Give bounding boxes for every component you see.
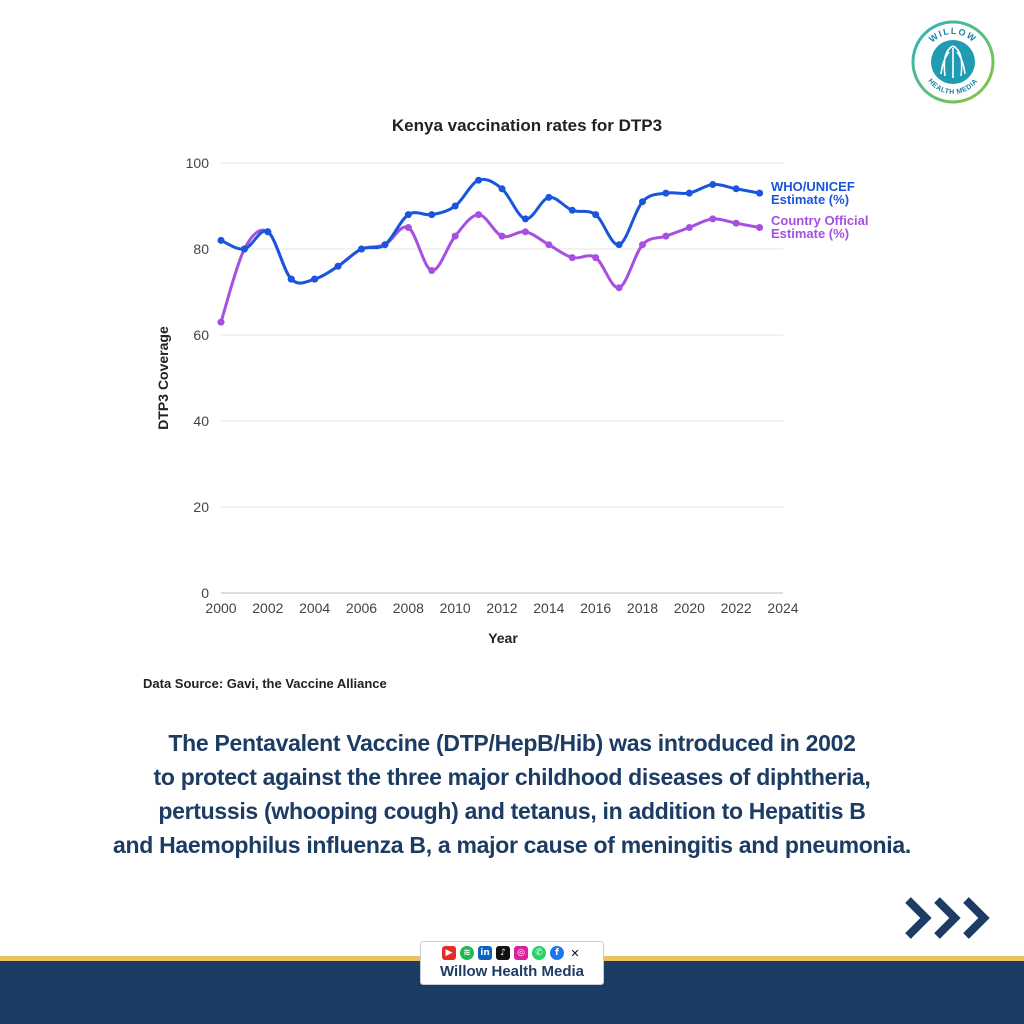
caption-line: pertussis (whooping cough) and tetanus, … [158,798,866,824]
brand-name: Willow Health Media [439,963,585,980]
y-tick-label: 0 [201,585,209,601]
series-layer [217,176,764,326]
x-tick-label: 2012 [486,600,517,616]
x-tick-label: 2004 [299,600,330,616]
data-point [568,206,576,214]
social-icons: ▶ ≋ in ♪ ◎ ✆ f ✕ [421,946,603,960]
data-point [217,318,225,326]
data-point [451,202,459,210]
instagram-icon[interactable]: ◎ [514,946,528,960]
x-tick-label: 2020 [674,600,705,616]
caption: The Pentavalent Vaccine (DTP/HepB/Hib) w… [40,726,984,862]
data-point [756,224,764,231]
data-point [732,219,740,227]
data-point [568,254,576,262]
data-point [475,176,483,184]
data-point [615,284,623,292]
data-point [498,232,506,240]
x-tick-label: 2006 [346,600,377,616]
data-point [662,189,670,197]
chart-title: Kenya vaccination rates for DTP3 [392,116,662,135]
gridlines [221,162,783,594]
x-tick-label: 2024 [767,600,798,616]
data-point [334,262,342,270]
x-tick-label: 2014 [533,600,564,616]
next-slide-arrows-icon[interactable] [904,896,992,940]
data-point [639,198,646,206]
legend-label: Estimate (%) [771,192,849,207]
data-point [662,232,670,240]
data-point [311,275,319,283]
spotify-icon[interactable]: ≋ [460,946,474,960]
data-point [217,236,225,244]
brand-card: ▶ ≋ in ♪ ◎ ✆ f ✕ Willow Health Media [420,941,604,985]
facebook-icon[interactable]: f [550,946,564,960]
x-tick-label: 2008 [393,600,424,616]
data-point [358,245,365,253]
caption-line: to protect against the three major child… [153,764,871,790]
data-point [521,215,529,223]
tiktok-icon[interactable]: ♪ [496,946,510,960]
data-point [639,241,646,249]
data-point [451,232,459,240]
whatsapp-icon[interactable]: ✆ [532,946,546,960]
x-axis-ticks: 2000 2002 2004 2006 2008 2010 2012 2014 2016 2018… [205,600,798,616]
data-point [404,224,412,231]
legend-label: WHO/UNICEF [771,179,855,194]
data-point [709,215,717,223]
data-point [545,241,553,249]
data-point [381,241,389,249]
data-point [428,211,436,219]
y-tick-label: 100 [186,155,210,171]
caption-line: and Haemophilus influenza B, a major cau… [113,832,911,858]
x-tick-label: 2016 [580,600,611,616]
data-point [521,228,529,236]
dtp3-line-chart: Kenya vaccination rates for DTP3 0 20 40 60… [155,116,869,646]
youtube-icon[interactable]: ▶ [442,946,456,960]
data-point [685,224,693,231]
data-point [685,189,693,197]
data-point [545,193,553,201]
data-point [615,241,623,249]
data-point [498,185,506,193]
x-icon[interactable]: ✕ [568,946,582,960]
data-point [756,189,764,197]
legend-label: Country Official [771,213,869,228]
legend-label: Estimate (%) [771,226,849,241]
data-point [592,254,600,262]
data-point [264,228,272,236]
willow-health-media-logo: WILLOW HEALTH MEDIA [911,20,995,104]
y-axis-ticks: 0 20 40 60 80 100 [186,155,210,601]
data-point [732,185,740,193]
data-point [428,267,436,274]
x-axis-title: Year [488,630,518,646]
data-point [404,211,412,219]
x-tick-label: 2018 [627,600,658,616]
data-point [709,181,717,188]
x-tick-label: 2000 [205,600,236,616]
y-tick-label: 20 [193,499,209,515]
y-tick-label: 60 [193,327,209,343]
y-tick-label: 40 [193,413,209,429]
data-point [287,275,295,283]
series-country-official [217,211,764,326]
data-point [592,211,600,219]
y-tick-label: 80 [193,241,209,257]
linkedin-icon[interactable]: in [478,946,492,960]
x-tick-label: 2010 [440,600,471,616]
caption-line: The Pentavalent Vaccine (DTP/HepB/Hib) w… [168,730,856,756]
data-point [240,245,248,253]
series-line [219,213,762,324]
data-source-note: Data Source: Gavi, the Vaccine Alliance [143,676,387,691]
series-who-unicef [217,176,764,285]
x-tick-label: 2022 [721,600,752,616]
y-axis-title: DTP3 Coverage [155,326,171,430]
x-tick-label: 2002 [252,600,283,616]
data-point [475,211,483,219]
